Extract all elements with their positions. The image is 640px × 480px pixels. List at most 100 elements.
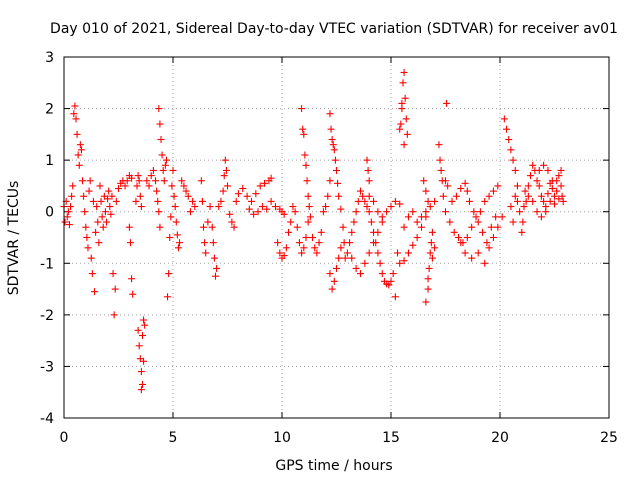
data-point [476,208,484,216]
data-point [81,208,89,216]
data-point [267,197,275,205]
data-point [330,277,338,285]
data-point [276,249,284,257]
data-point [258,203,266,211]
data-point [111,285,119,293]
data-point [101,208,109,216]
data-point [339,223,347,231]
data-point [204,218,212,226]
data-point [250,210,258,218]
data-point [391,293,399,301]
data-point [302,161,310,169]
data-point [457,185,465,193]
data-point [363,156,371,164]
data-point [261,179,269,187]
data-point [172,218,180,226]
data-point [487,223,495,231]
data-point [327,125,335,133]
y-axis-label: SDTVAR / TECUs [6,181,22,296]
data-point [470,208,478,216]
data-point [548,177,556,185]
data-point [213,264,221,272]
data-point [309,234,317,241]
data-point [271,203,279,211]
data-point [522,197,530,205]
data-point [498,213,506,221]
data-point [521,187,529,195]
data-point [361,197,369,205]
data-point [343,249,351,257]
data-point [533,208,541,216]
data-point [446,218,454,226]
data-point [152,177,160,185]
data-point [489,234,497,241]
data-point [80,192,88,200]
y-axis-tick-labels: -4 -3 -2 -1 0 1 2 3 [40,50,54,427]
data-point [245,205,253,213]
data-point [73,130,81,138]
data-point [367,218,375,226]
data-point [461,249,469,257]
data-point [252,190,260,198]
data-point [326,270,334,278]
data-point [465,197,473,205]
data-point [374,249,382,257]
data-point [256,182,264,190]
data-point [413,218,421,226]
data-point [400,141,408,149]
data-point [370,197,378,205]
data-point [221,156,229,164]
data-point [513,182,521,190]
data-point [326,177,334,185]
data-point [145,182,153,190]
data-point [115,185,122,193]
data-point [348,228,356,236]
data-point [212,272,220,280]
data-point [209,239,217,247]
data-point [180,182,188,190]
data-point [356,270,364,278]
data-point [239,185,247,193]
data-point [157,136,165,144]
data-point [555,172,563,180]
data-point [401,94,409,102]
data-point [435,141,443,149]
data-point [365,192,373,200]
data-point [409,241,417,249]
data-point [313,249,321,257]
data-point [228,218,236,226]
data-point [291,208,299,216]
data-point [160,177,168,185]
data-point [335,192,343,200]
x-tick-label: 15 [382,430,400,446]
data-point [450,228,458,236]
data-point [396,200,404,208]
data-point [529,197,537,205]
data-point [108,192,116,200]
data-point [141,321,149,329]
data-point [134,326,142,334]
data-point [553,187,561,195]
data-point [337,205,345,213]
data-point [431,244,439,252]
y-tick-label: 3 [45,50,54,66]
data-point [230,223,238,231]
data-point [159,166,167,174]
data-point [396,259,404,267]
data-point [132,197,140,205]
data-point [75,161,83,169]
data-point [396,125,404,133]
x-tick-label: 5 [169,430,178,446]
data-point [341,254,349,262]
data-point [178,177,186,185]
data-point [437,166,445,174]
data-point [442,177,449,185]
data-point [391,197,399,205]
data-point [165,270,173,278]
data-point [472,213,480,221]
data-point [359,192,367,200]
data-point [387,277,395,285]
data-point [156,120,164,128]
data-point [83,234,91,241]
data-point [311,244,319,252]
